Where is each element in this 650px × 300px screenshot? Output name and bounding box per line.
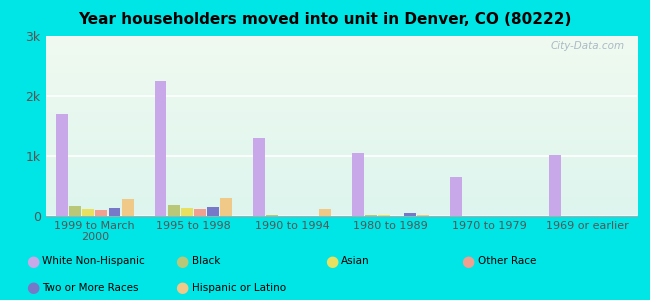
Bar xyxy=(365,215,377,216)
Bar xyxy=(207,207,219,216)
Bar xyxy=(306,215,318,216)
Bar xyxy=(319,209,331,216)
Bar xyxy=(155,81,166,216)
Text: Hispanic or Latino: Hispanic or Latino xyxy=(192,283,286,293)
Bar xyxy=(280,215,291,216)
Bar xyxy=(562,215,574,216)
Bar xyxy=(122,199,133,216)
Bar xyxy=(266,215,278,216)
Bar xyxy=(352,153,363,216)
Bar xyxy=(96,210,107,216)
Bar xyxy=(391,215,403,216)
Bar xyxy=(404,213,416,216)
Text: ●: ● xyxy=(325,254,338,268)
Bar xyxy=(450,177,462,216)
Text: Two or More Races: Two or More Races xyxy=(42,283,138,293)
Bar xyxy=(56,114,68,216)
Bar xyxy=(417,215,429,216)
Text: Black: Black xyxy=(192,256,220,266)
Text: ●: ● xyxy=(26,254,39,268)
Text: Asian: Asian xyxy=(341,256,370,266)
Text: ●: ● xyxy=(26,280,39,296)
Bar xyxy=(194,209,206,216)
Bar xyxy=(220,198,232,216)
Bar xyxy=(549,155,561,216)
Text: Year householders moved into unit in Denver, CO (80222): Year householders moved into unit in Den… xyxy=(78,12,572,27)
Bar xyxy=(292,215,304,216)
Bar xyxy=(254,138,265,216)
Text: ●: ● xyxy=(176,254,188,268)
Bar xyxy=(378,215,390,216)
Bar xyxy=(168,205,179,216)
Text: ●: ● xyxy=(176,280,188,296)
Bar xyxy=(109,208,120,216)
Text: City-Data.com: City-Data.com xyxy=(551,41,625,51)
Bar xyxy=(83,209,94,216)
Bar xyxy=(615,215,627,216)
Text: Other Race: Other Race xyxy=(478,256,536,266)
Text: White Non-Hispanic: White Non-Hispanic xyxy=(42,256,145,266)
Bar xyxy=(181,208,192,216)
Bar xyxy=(516,215,528,216)
Bar xyxy=(69,206,81,216)
Text: ●: ● xyxy=(462,254,474,268)
